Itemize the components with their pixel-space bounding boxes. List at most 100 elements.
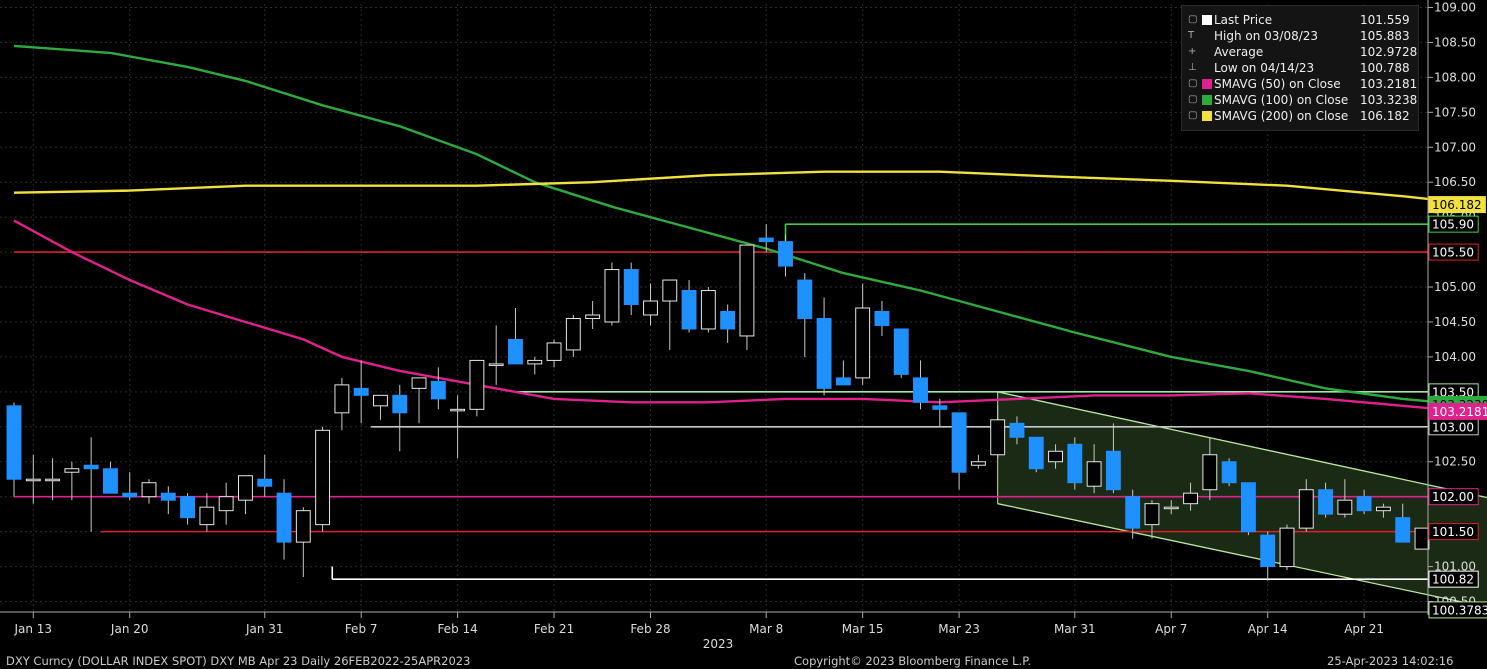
legend-glyph: ▢: [1188, 14, 1198, 25]
price-tag-label: 103.50: [1432, 385, 1474, 399]
price-tag: [1428, 523, 1479, 541]
candle-body-up: [1163, 506, 1179, 510]
candle-body-up: [218, 496, 234, 512]
price-tag-label: 100.82: [1432, 573, 1474, 587]
legend-row: ▢ SMAVG (50) on Close 103.2181: [1186, 76, 1418, 92]
candle-body-up: [1414, 527, 1430, 550]
candle-body-up: [295, 510, 311, 543]
candle-body-up: [585, 314, 601, 319]
price-tag-label: 103.00: [1432, 420, 1474, 434]
legend-swatch: [1202, 15, 1212, 25]
candles: [6, 224, 1430, 581]
channel-lower-line: [997, 503, 1487, 608]
candle-body-down: [6, 405, 22, 480]
candle-body-up: [1183, 492, 1198, 505]
candle-body-up: [1048, 450, 1063, 463]
y-tick-label: 101.00: [1434, 560, 1476, 574]
candle-body-down: [257, 478, 273, 487]
legend-value: 103.3238: [1360, 93, 1418, 107]
x-tick-label: Feb 28: [630, 622, 670, 636]
y-tick-label: 108.00: [1434, 70, 1476, 84]
legend-row: + Average 102.9728: [1186, 44, 1418, 60]
legend-value: 102.9728: [1360, 45, 1418, 59]
candle-body-up: [199, 506, 215, 526]
candle-body-up: [45, 478, 61, 482]
candle-body-up: [1337, 499, 1353, 515]
candle-body-down: [102, 468, 118, 494]
y-tick-label: 104.50: [1434, 315, 1476, 329]
legend-row: T High on 03/08/23 105.883: [1186, 28, 1416, 44]
legend-swatch: [1202, 79, 1212, 89]
candle-body-down: [1260, 534, 1276, 568]
candle-body-up: [1375, 506, 1391, 512]
candle-body-up: [1298, 489, 1314, 529]
candle-body-down: [932, 405, 948, 410]
candle-body-up: [643, 300, 658, 316]
candle-body-down: [1221, 461, 1237, 484]
candle-body-down: [83, 464, 99, 470]
channel-upper-line: [997, 391, 1487, 499]
legend-row: ⊥ Low on 04/14/23 100.788: [1186, 60, 1416, 76]
candle-body-down: [951, 412, 967, 473]
candle-body-up: [700, 290, 716, 330]
x-tick-label: Feb 21: [534, 622, 574, 636]
legend-value: 101.559: [1360, 13, 1410, 27]
candle-body-down: [1356, 496, 1372, 512]
candle-body-down: [1125, 496, 1141, 529]
price-tag: [1428, 402, 1487, 420]
y-tick-label: 102.50: [1434, 455, 1476, 469]
legend-glyph: ▢: [1188, 78, 1198, 89]
candle-body-up: [334, 384, 350, 414]
legend-panel: ▢ Last Price 101.559 T High on 03/08/23 105.8…: [1181, 5, 1419, 131]
candle-body-up: [970, 461, 986, 466]
candle-body-up: [565, 317, 581, 351]
price-tag-label: 101.50: [1432, 525, 1474, 539]
x-tick-label: Mar 31: [1054, 622, 1096, 636]
legend-swatch: [1202, 95, 1212, 105]
candle-body-up: [604, 269, 620, 323]
candle-body-up: [488, 363, 504, 366]
price-tag-label: 106.182: [1432, 198, 1482, 212]
candle-body-down: [1105, 450, 1121, 491]
candle-body-up: [855, 307, 871, 379]
candle-body-down: [430, 380, 446, 400]
legend-swatch: [1202, 111, 1212, 121]
ma-line: [13, 219, 1481, 414]
x-tick-label: Jan 31: [245, 622, 284, 636]
year-label: 2023: [703, 637, 734, 651]
legend-glyph: ⊥: [1188, 62, 1197, 73]
legend-label: Low on 04/14/23: [1214, 61, 1315, 75]
legend-glyph: ▢: [1188, 110, 1198, 121]
price-tag: [1428, 570, 1479, 588]
candle-body-up: [25, 478, 41, 482]
moving-average-lines: [13, 44, 1481, 414]
legend-value: 100.788: [1360, 61, 1410, 75]
price-tag: [1428, 215, 1479, 233]
ma-line: [13, 170, 1481, 206]
candle-body-down: [778, 241, 793, 267]
legend-label: SMAVG (50) on Close: [1214, 77, 1341, 91]
candle-body-down: [1009, 422, 1025, 438]
candle-body-up: [1202, 454, 1218, 491]
legend-label: Average: [1214, 45, 1264, 59]
candle-body-down: [1240, 482, 1256, 533]
candle-body-up: [411, 377, 427, 389]
candle-body-down: [816, 317, 832, 389]
candle-body-down: [835, 377, 851, 386]
candle-body-down: [1318, 489, 1334, 515]
candle-body-up: [527, 359, 543, 365]
legend-label: High on 03/08/23: [1214, 29, 1319, 43]
y-tick-label: 107.00: [1434, 140, 1476, 154]
candle-body-down: [893, 328, 909, 375]
y-tick-label: 108.50: [1434, 35, 1476, 49]
candle-body-up: [315, 429, 331, 526]
legend-label: SMAVG (200) on Close: [1214, 109, 1349, 123]
legend-value: 103.2181: [1360, 77, 1418, 91]
legend-glyph: ▢: [1188, 94, 1198, 105]
price-tag: [1428, 488, 1479, 506]
legend-value: 106.182: [1360, 109, 1410, 123]
legend-glyph: +: [1188, 46, 1197, 57]
x-tick-label: Apr 7: [1155, 622, 1187, 636]
y-tick-label: 105.00: [1434, 280, 1476, 294]
